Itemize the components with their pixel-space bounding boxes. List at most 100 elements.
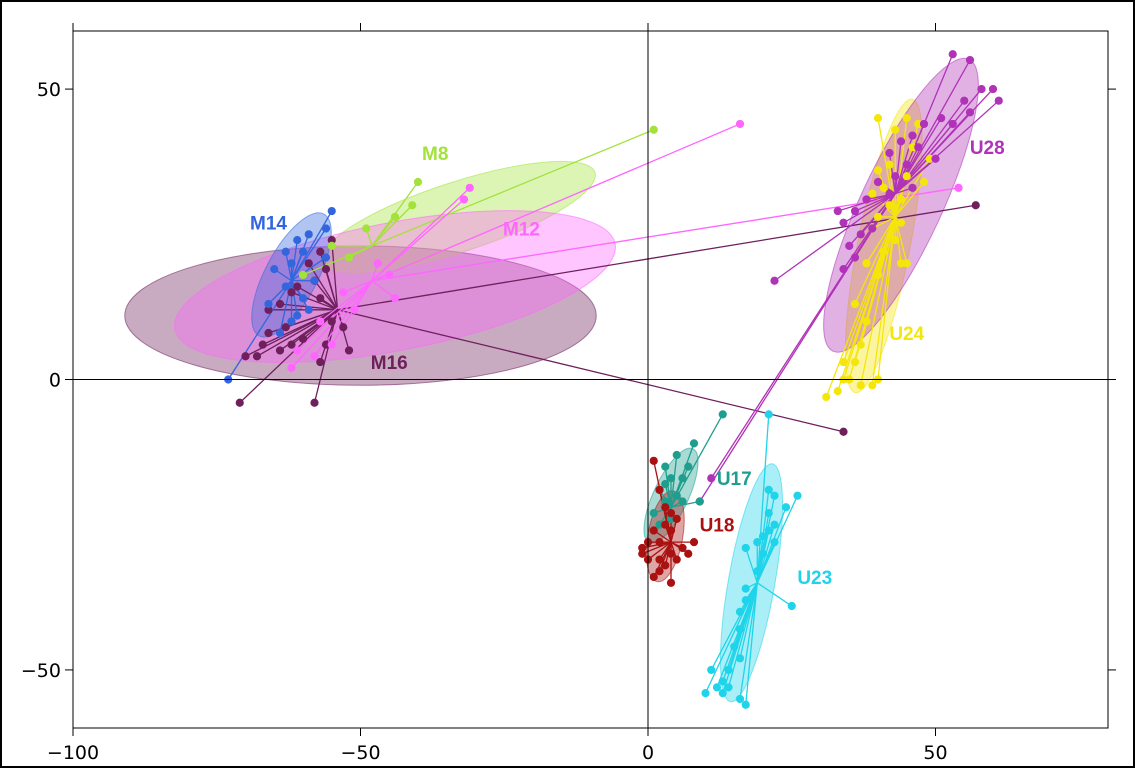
point-u23-25[interactable]: [701, 689, 710, 698]
point-u18-3[interactable]: [666, 508, 676, 518]
point-u18-15[interactable]: [684, 549, 693, 558]
point-u17-13[interactable]: [678, 497, 687, 506]
point-u24-14[interactable]: [873, 212, 883, 221]
point-u23-18[interactable]: [735, 625, 745, 634]
point-u18-6[interactable]: [666, 526, 676, 535]
point-u24-13[interactable]: [885, 201, 894, 210]
point-m8-0[interactable]: [413, 177, 423, 187]
point-u28-28[interactable]: [707, 474, 716, 483]
point-u18-19[interactable]: [655, 567, 664, 576]
point-u17-2[interactable]: [672, 450, 681, 460]
point-m16-24[interactable]: [839, 427, 848, 436]
point-u28-16[interactable]: [891, 172, 900, 181]
point-u24-23[interactable]: [862, 317, 871, 326]
point-m8-4[interactable]: [298, 270, 308, 280]
point-m16-17[interactable]: [298, 334, 308, 343]
point-u18-20[interactable]: [649, 572, 658, 582]
point-m14-4[interactable]: [298, 247, 308, 256]
point-m16-21[interactable]: [235, 398, 244, 407]
point-m14-7[interactable]: [270, 265, 279, 274]
point-u24-28[interactable]: [856, 381, 865, 390]
point-u23-23[interactable]: [707, 665, 716, 675]
point-u23-27[interactable]: [724, 683, 733, 692]
point-m8-7[interactable]: [649, 125, 658, 134]
point-u18-12[interactable]: [655, 555, 664, 564]
point-m16-14[interactable]: [241, 352, 250, 361]
point-u17-10[interactable]: [649, 508, 658, 518]
point-u17-15[interactable]: [661, 462, 670, 471]
point-u23-15[interactable]: [741, 584, 750, 593]
point-u17-1[interactable]: [689, 439, 699, 448]
point-u24-29[interactable]: [868, 381, 877, 390]
point-u24-3[interactable]: [891, 125, 900, 134]
point-u28-11[interactable]: [896, 137, 906, 146]
point-u23-3[interactable]: [793, 491, 802, 500]
point-u23-7[interactable]: [764, 526, 773, 535]
point-u17-3[interactable]: [684, 462, 693, 471]
point-m14-9[interactable]: [310, 276, 319, 285]
point-u23-28[interactable]: [735, 694, 745, 704]
point-u28-5[interactable]: [960, 96, 969, 105]
point-u18-14[interactable]: [672, 555, 681, 564]
point-u24-26[interactable]: [850, 357, 860, 367]
point-u28-14[interactable]: [931, 154, 940, 163]
point-m12-0[interactable]: [465, 183, 474, 192]
point-u18-7[interactable]: [649, 526, 658, 535]
point-u23-8[interactable]: [758, 532, 768, 541]
point-u24-7[interactable]: [873, 166, 883, 175]
point-u23-2[interactable]: [770, 491, 779, 500]
point-u28-26[interactable]: [839, 265, 848, 274]
point-m16-22[interactable]: [310, 398, 319, 407]
point-u28-12[interactable]: [885, 148, 894, 158]
point-u24-18[interactable]: [879, 247, 888, 256]
point-m16-11[interactable]: [264, 328, 273, 338]
point-u24-9[interactable]: [919, 177, 929, 187]
point-m14-14[interactable]: [275, 328, 285, 338]
point-m16-1[interactable]: [316, 247, 325, 256]
point-u18-0[interactable]: [649, 456, 658, 465]
point-u28-15[interactable]: [902, 160, 911, 169]
point-u24-17[interactable]: [891, 236, 900, 245]
point-u28-18[interactable]: [908, 183, 917, 192]
point-u24-10[interactable]: [879, 183, 888, 192]
point-m16-3[interactable]: [321, 265, 331, 274]
point-u28-3[interactable]: [988, 84, 998, 94]
point-u18-11[interactable]: [638, 549, 647, 558]
point-u28-22[interactable]: [839, 218, 848, 227]
point-m14-8[interactable]: [281, 282, 290, 291]
point-u28-24[interactable]: [845, 241, 854, 251]
point-m8-5[interactable]: [327, 241, 336, 251]
point-u28-31[interactable]: [833, 206, 842, 216]
point-u23-24[interactable]: [712, 683, 722, 692]
point-u28-8[interactable]: [948, 119, 957, 129]
point-m16-5[interactable]: [293, 282, 302, 291]
point-u24-19[interactable]: [862, 259, 871, 268]
point-m16-10[interactable]: [281, 323, 290, 332]
point-u18-1[interactable]: [655, 485, 664, 494]
point-m16-26[interactable]: [339, 323, 348, 332]
point-u23-20[interactable]: [735, 654, 745, 663]
point-m12-3[interactable]: [954, 183, 963, 192]
point-u28-19[interactable]: [885, 189, 894, 198]
point-m12-12[interactable]: [373, 259, 382, 268]
point-u24-12[interactable]: [868, 189, 877, 198]
point-m14-10[interactable]: [298, 294, 308, 303]
point-u18-8[interactable]: [655, 538, 664, 547]
point-u24-20[interactable]: [873, 270, 883, 280]
point-u23-1[interactable]: [764, 485, 773, 494]
point-m14-12[interactable]: [293, 311, 302, 320]
point-u18-16[interactable]: [678, 543, 687, 553]
point-m16-23[interactable]: [971, 201, 980, 210]
point-m12-10[interactable]: [339, 288, 348, 297]
point-u23-17[interactable]: [735, 607, 745, 616]
point-u17-8[interactable]: [672, 491, 681, 500]
point-u17-5[interactable]: [666, 474, 676, 483]
point-u23-4[interactable]: [781, 503, 791, 512]
point-m16-16[interactable]: [287, 340, 296, 349]
point-u24-0[interactable]: [873, 114, 883, 123]
point-m16-15[interactable]: [275, 346, 285, 355]
point-u18-17[interactable]: [689, 538, 699, 547]
point-m14-13[interactable]: [264, 299, 273, 309]
point-u24-25[interactable]: [839, 357, 848, 367]
point-m14-15[interactable]: [287, 317, 296, 326]
